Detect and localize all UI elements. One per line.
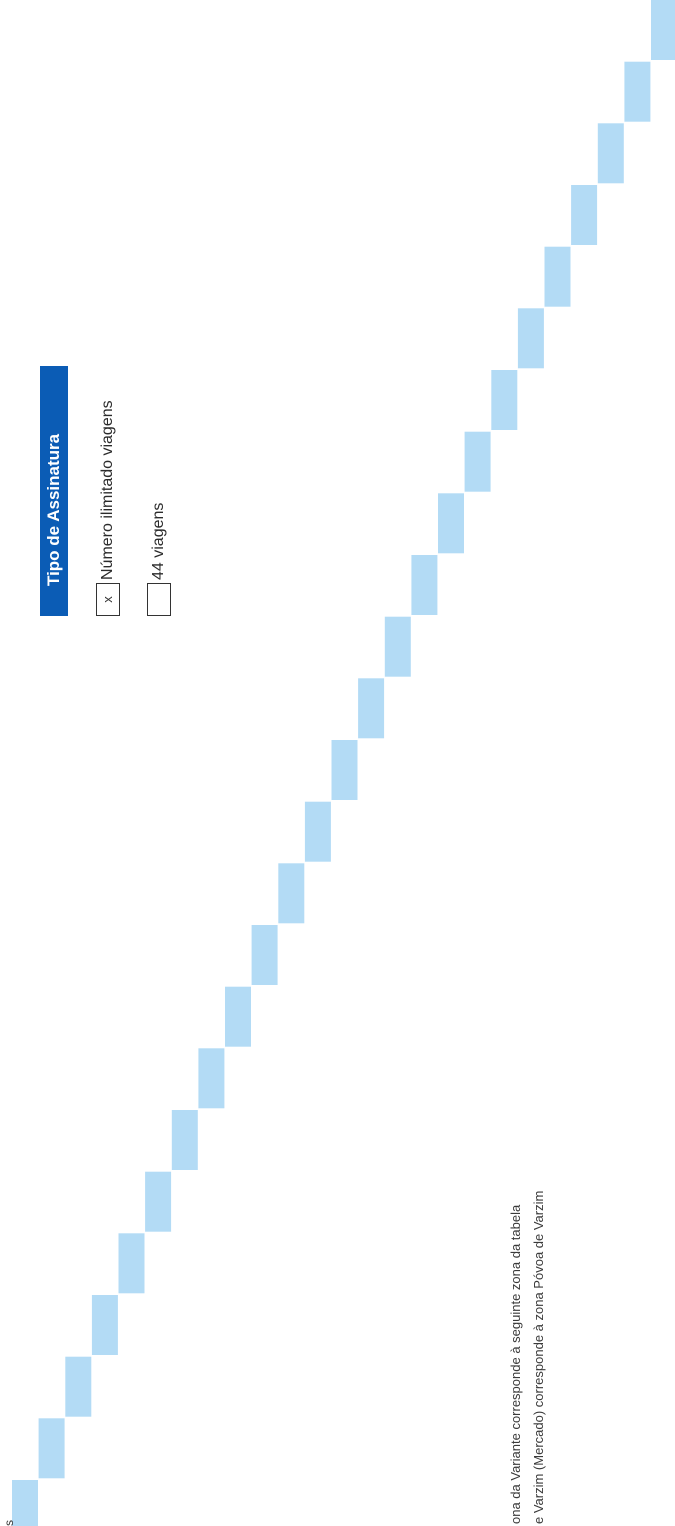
- option-44-trips[interactable]: 44 viagens: [147, 503, 171, 616]
- diagonal-band-block: [91, 1295, 118, 1355]
- unlimited-trips-label: Número ilimitado viagens: [99, 400, 116, 580]
- 44-trips-label: 44 viagens: [150, 502, 167, 580]
- diagonal-band-block: [145, 1171, 172, 1232]
- diagonal-band-block: [491, 370, 518, 430]
- diagonal-band-block: [118, 1233, 145, 1294]
- diagonal-band-block: [651, 0, 675, 60]
- diagonal-band-block: [358, 678, 385, 739]
- option-unlimited-trips[interactable]: x Número ilimitado viagens: [96, 400, 120, 616]
- diagonal-band-block: [411, 555, 438, 615]
- diagonal-band-block: [278, 863, 305, 924]
- diagonal-band-block: [517, 308, 544, 369]
- corner-text-fragment: s: [2, 1520, 16, 1526]
- 44-trips-checkbox[interactable]: [147, 583, 171, 616]
- subscription-type-header: Tipo de Assinatura: [40, 366, 68, 616]
- diagonal-band-block: [544, 246, 571, 307]
- footnote-line-1: ona da Variante corresponde à seguinte z…: [508, 1204, 523, 1524]
- unlimited-trips-checkbox[interactable]: x: [96, 583, 120, 616]
- diagonal-band-block: [571, 185, 598, 245]
- diagonal-band-block: [171, 1110, 198, 1170]
- diagonal-band-block: [384, 616, 411, 677]
- diagonal-band-block: [331, 740, 358, 800]
- diagonal-band-block: [624, 61, 651, 122]
- diagonal-band-block: [597, 123, 624, 184]
- diagonal-band-block: [251, 925, 278, 985]
- diagonal-band-block: [12, 1480, 38, 1526]
- diagonal-band-block: [304, 801, 331, 862]
- diagonal-band-block: [225, 986, 251, 1047]
- diagonal-band-block: [38, 1418, 65, 1479]
- footnote-line-2: e Varzim (Mercado) corresponde à zona Pó…: [531, 1190, 546, 1524]
- diagonal-band-block: [438, 493, 464, 554]
- diagonal-band-block: [198, 1048, 225, 1109]
- diagonal-band-block: [464, 431, 491, 492]
- diagonal-band-block: [65, 1356, 92, 1417]
